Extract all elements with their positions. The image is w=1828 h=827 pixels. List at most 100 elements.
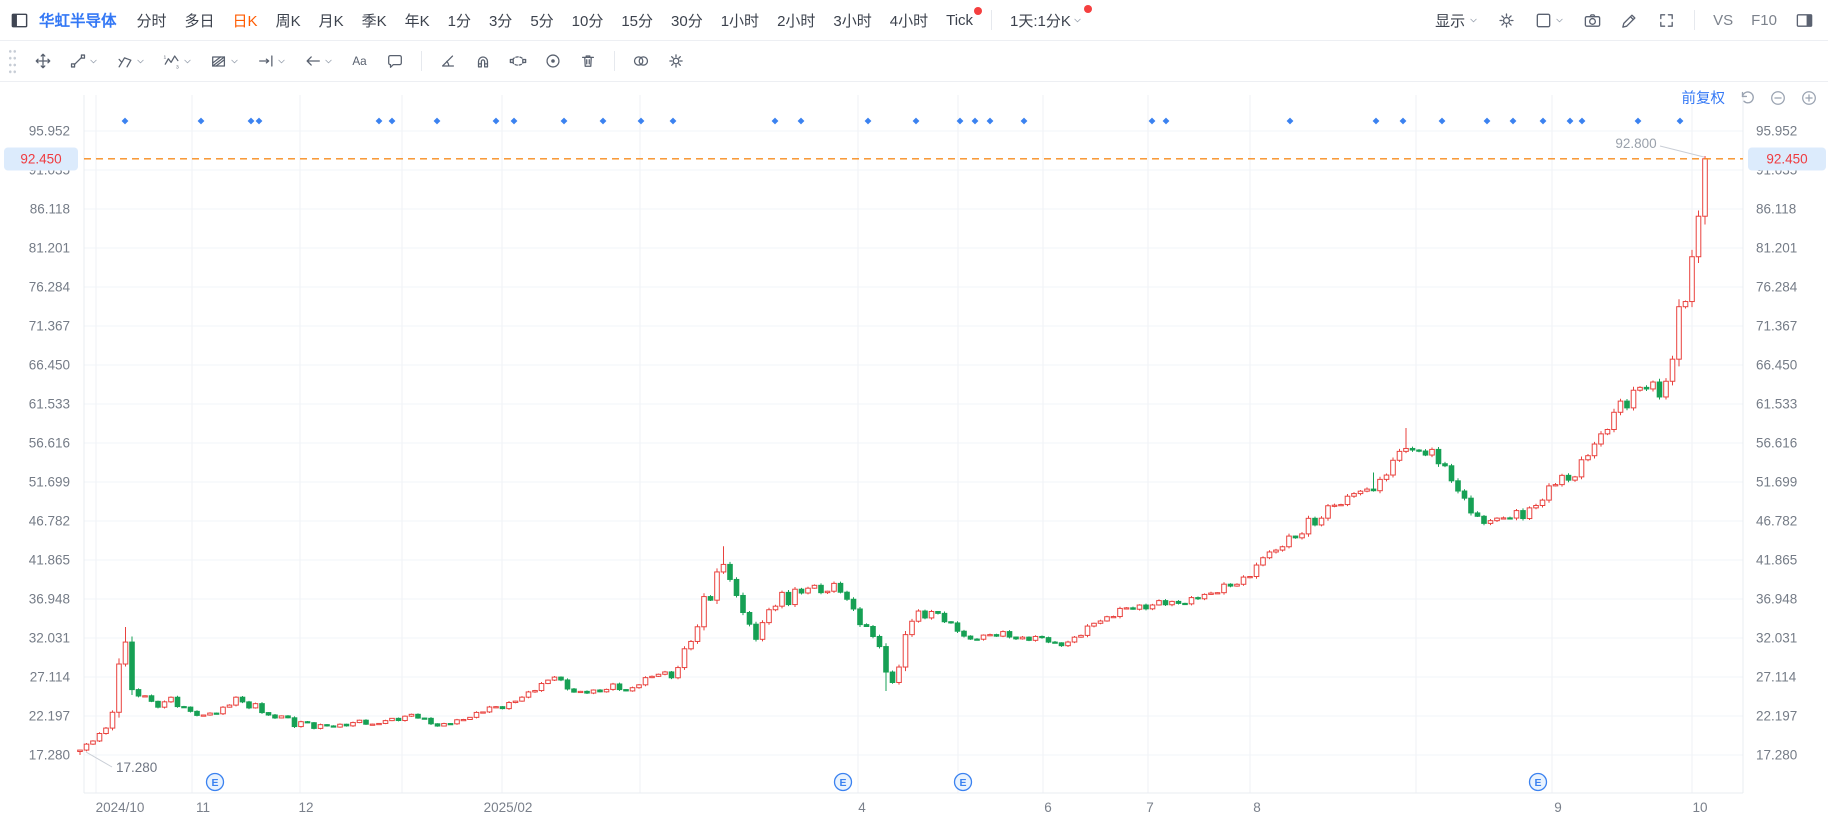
- gann-box-icon[interactable]: [210, 52, 240, 70]
- period-item[interactable]: 3小时: [833, 10, 871, 31]
- event-diamond-marker[interactable]: [492, 117, 500, 125]
- event-diamond-marker[interactable]: [986, 117, 994, 125]
- period-item[interactable]: 周K: [276, 10, 301, 31]
- event-diamond-marker[interactable]: [1578, 117, 1586, 125]
- move-icon[interactable]: [34, 52, 52, 70]
- event-diamond-marker[interactable]: [560, 117, 568, 125]
- period-item[interactable]: 15分: [621, 10, 653, 31]
- candle: [447, 723, 454, 726]
- event-diamond-marker[interactable]: [1286, 117, 1294, 125]
- drag-handle-icon[interactable]: [8, 47, 17, 75]
- earnings-marker[interactable]: E: [953, 772, 973, 792]
- event-diamond-marker[interactable]: [1676, 117, 1684, 125]
- period-item[interactable]: 年K: [405, 10, 430, 31]
- period-item[interactable]: 1小时: [721, 10, 759, 31]
- event-diamond-marker[interactable]: [375, 117, 383, 125]
- event-diamond-marker[interactable]: [1539, 117, 1547, 125]
- event-diamond-marker[interactable]: [1566, 117, 1574, 125]
- event-diamond-marker[interactable]: [510, 117, 518, 125]
- period-item[interactable]: 1分: [448, 10, 471, 31]
- measure-icon[interactable]: [257, 52, 287, 70]
- period-item[interactable]: 4小时: [890, 10, 928, 31]
- event-diamond-marker[interactable]: [1372, 117, 1380, 125]
- event-diamond-marker[interactable]: [637, 117, 645, 125]
- event-diamond-marker[interactable]: [197, 117, 205, 125]
- candle: [1500, 516, 1507, 520]
- layout-select-icon[interactable]: [1534, 11, 1565, 30]
- candle-body: [389, 717, 395, 722]
- earnings-marker[interactable]: E: [205, 772, 225, 792]
- event-diamond-marker[interactable]: [1483, 117, 1491, 125]
- event-diamond-marker[interactable]: [1438, 117, 1446, 125]
- earnings-marker[interactable]: E: [1528, 772, 1548, 792]
- trash-icon[interactable]: [579, 52, 597, 70]
- event-diamond-marker[interactable]: [912, 117, 920, 125]
- event-diamond-marker[interactable]: [771, 117, 779, 125]
- text-icon[interactable]: Aa: [351, 52, 369, 70]
- event-diamond-marker[interactable]: [971, 117, 979, 125]
- right-panel-icon[interactable]: [1795, 11, 1814, 30]
- undo-icon[interactable]: [1738, 89, 1756, 107]
- period-item[interactable]: 1天:1分K: [1010, 4, 1092, 31]
- event-diamond-marker[interactable]: [864, 117, 872, 125]
- f10-button[interactable]: F10: [1751, 11, 1777, 29]
- event-diamond-marker[interactable]: [433, 117, 441, 125]
- event-diamond-marker[interactable]: [1020, 117, 1028, 125]
- vs-button[interactable]: VS: [1713, 11, 1734, 29]
- event-diamond-marker[interactable]: [255, 117, 263, 125]
- event-diamond-marker[interactable]: [669, 117, 677, 125]
- event-diamond-marker[interactable]: [1634, 117, 1642, 125]
- period-item[interactable]: 多日: [185, 10, 215, 31]
- group-select-icon[interactable]: [509, 52, 527, 70]
- candle: [129, 636, 135, 696]
- display-menu[interactable]: 显示: [1435, 10, 1479, 31]
- adjust-mode-label[interactable]: 前复权: [1681, 91, 1726, 107]
- fullscreen-icon[interactable]: [1657, 11, 1676, 30]
- event-diamond-marker[interactable]: [388, 117, 396, 125]
- event-diamond-marker[interactable]: [599, 117, 607, 125]
- trendline-icon[interactable]: [69, 52, 99, 70]
- period-item[interactable]: 30分: [671, 10, 703, 31]
- pencil-icon[interactable]: [1620, 11, 1639, 30]
- angle-icon[interactable]: [439, 52, 457, 70]
- camera-icon[interactable]: [1583, 11, 1602, 30]
- period-item[interactable]: 2小时: [777, 10, 815, 31]
- event-diamond-marker[interactable]: [1162, 117, 1170, 125]
- period-item[interactable]: 3分: [489, 10, 512, 31]
- comment-icon[interactable]: [386, 52, 404, 70]
- zoom-in-icon[interactable]: [1800, 89, 1818, 107]
- event-diamond-marker[interactable]: [956, 117, 964, 125]
- event-diamond-marker[interactable]: [797, 117, 805, 125]
- candle-body: [902, 634, 909, 668]
- period-item[interactable]: 日K: [233, 10, 258, 31]
- period-item[interactable]: 5分: [530, 10, 553, 31]
- settings-gear-icon[interactable]: [667, 52, 685, 70]
- candle: [818, 583, 824, 595]
- period-item[interactable]: 分时: [137, 10, 167, 31]
- earnings-marker[interactable]: E: [833, 772, 853, 792]
- settings-gear-icon[interactable]: [1497, 11, 1516, 30]
- candle: [83, 742, 90, 752]
- event-diamond-marker[interactable]: [1509, 117, 1517, 125]
- magnet-icon[interactable]: [474, 52, 492, 70]
- x-axis-label: 12: [298, 800, 313, 815]
- zoom-out-icon[interactable]: [1769, 89, 1787, 107]
- event-diamond-marker[interactable]: [121, 117, 129, 125]
- candle: [382, 719, 389, 725]
- pitchfork-icon[interactable]: [116, 52, 146, 70]
- arrow-icon[interactable]: [304, 52, 334, 70]
- layout-left-panel-icon[interactable]: [10, 11, 29, 30]
- period-item[interactable]: 月K: [319, 10, 344, 31]
- dot-circle-icon[interactable]: [544, 52, 562, 70]
- event-diamond-marker[interactable]: [247, 117, 255, 125]
- stock-name[interactable]: 华虹半导体: [39, 13, 117, 30]
- overlay-circles-icon[interactable]: [632, 52, 650, 70]
- candle: [876, 634, 883, 649]
- period-item[interactable]: 10分: [572, 10, 604, 31]
- period-item[interactable]: 季K: [362, 10, 387, 31]
- event-diamond-marker[interactable]: [1399, 117, 1407, 125]
- period-item[interactable]: Tick: [946, 6, 983, 29]
- event-diamond-marker[interactable]: [1148, 117, 1156, 125]
